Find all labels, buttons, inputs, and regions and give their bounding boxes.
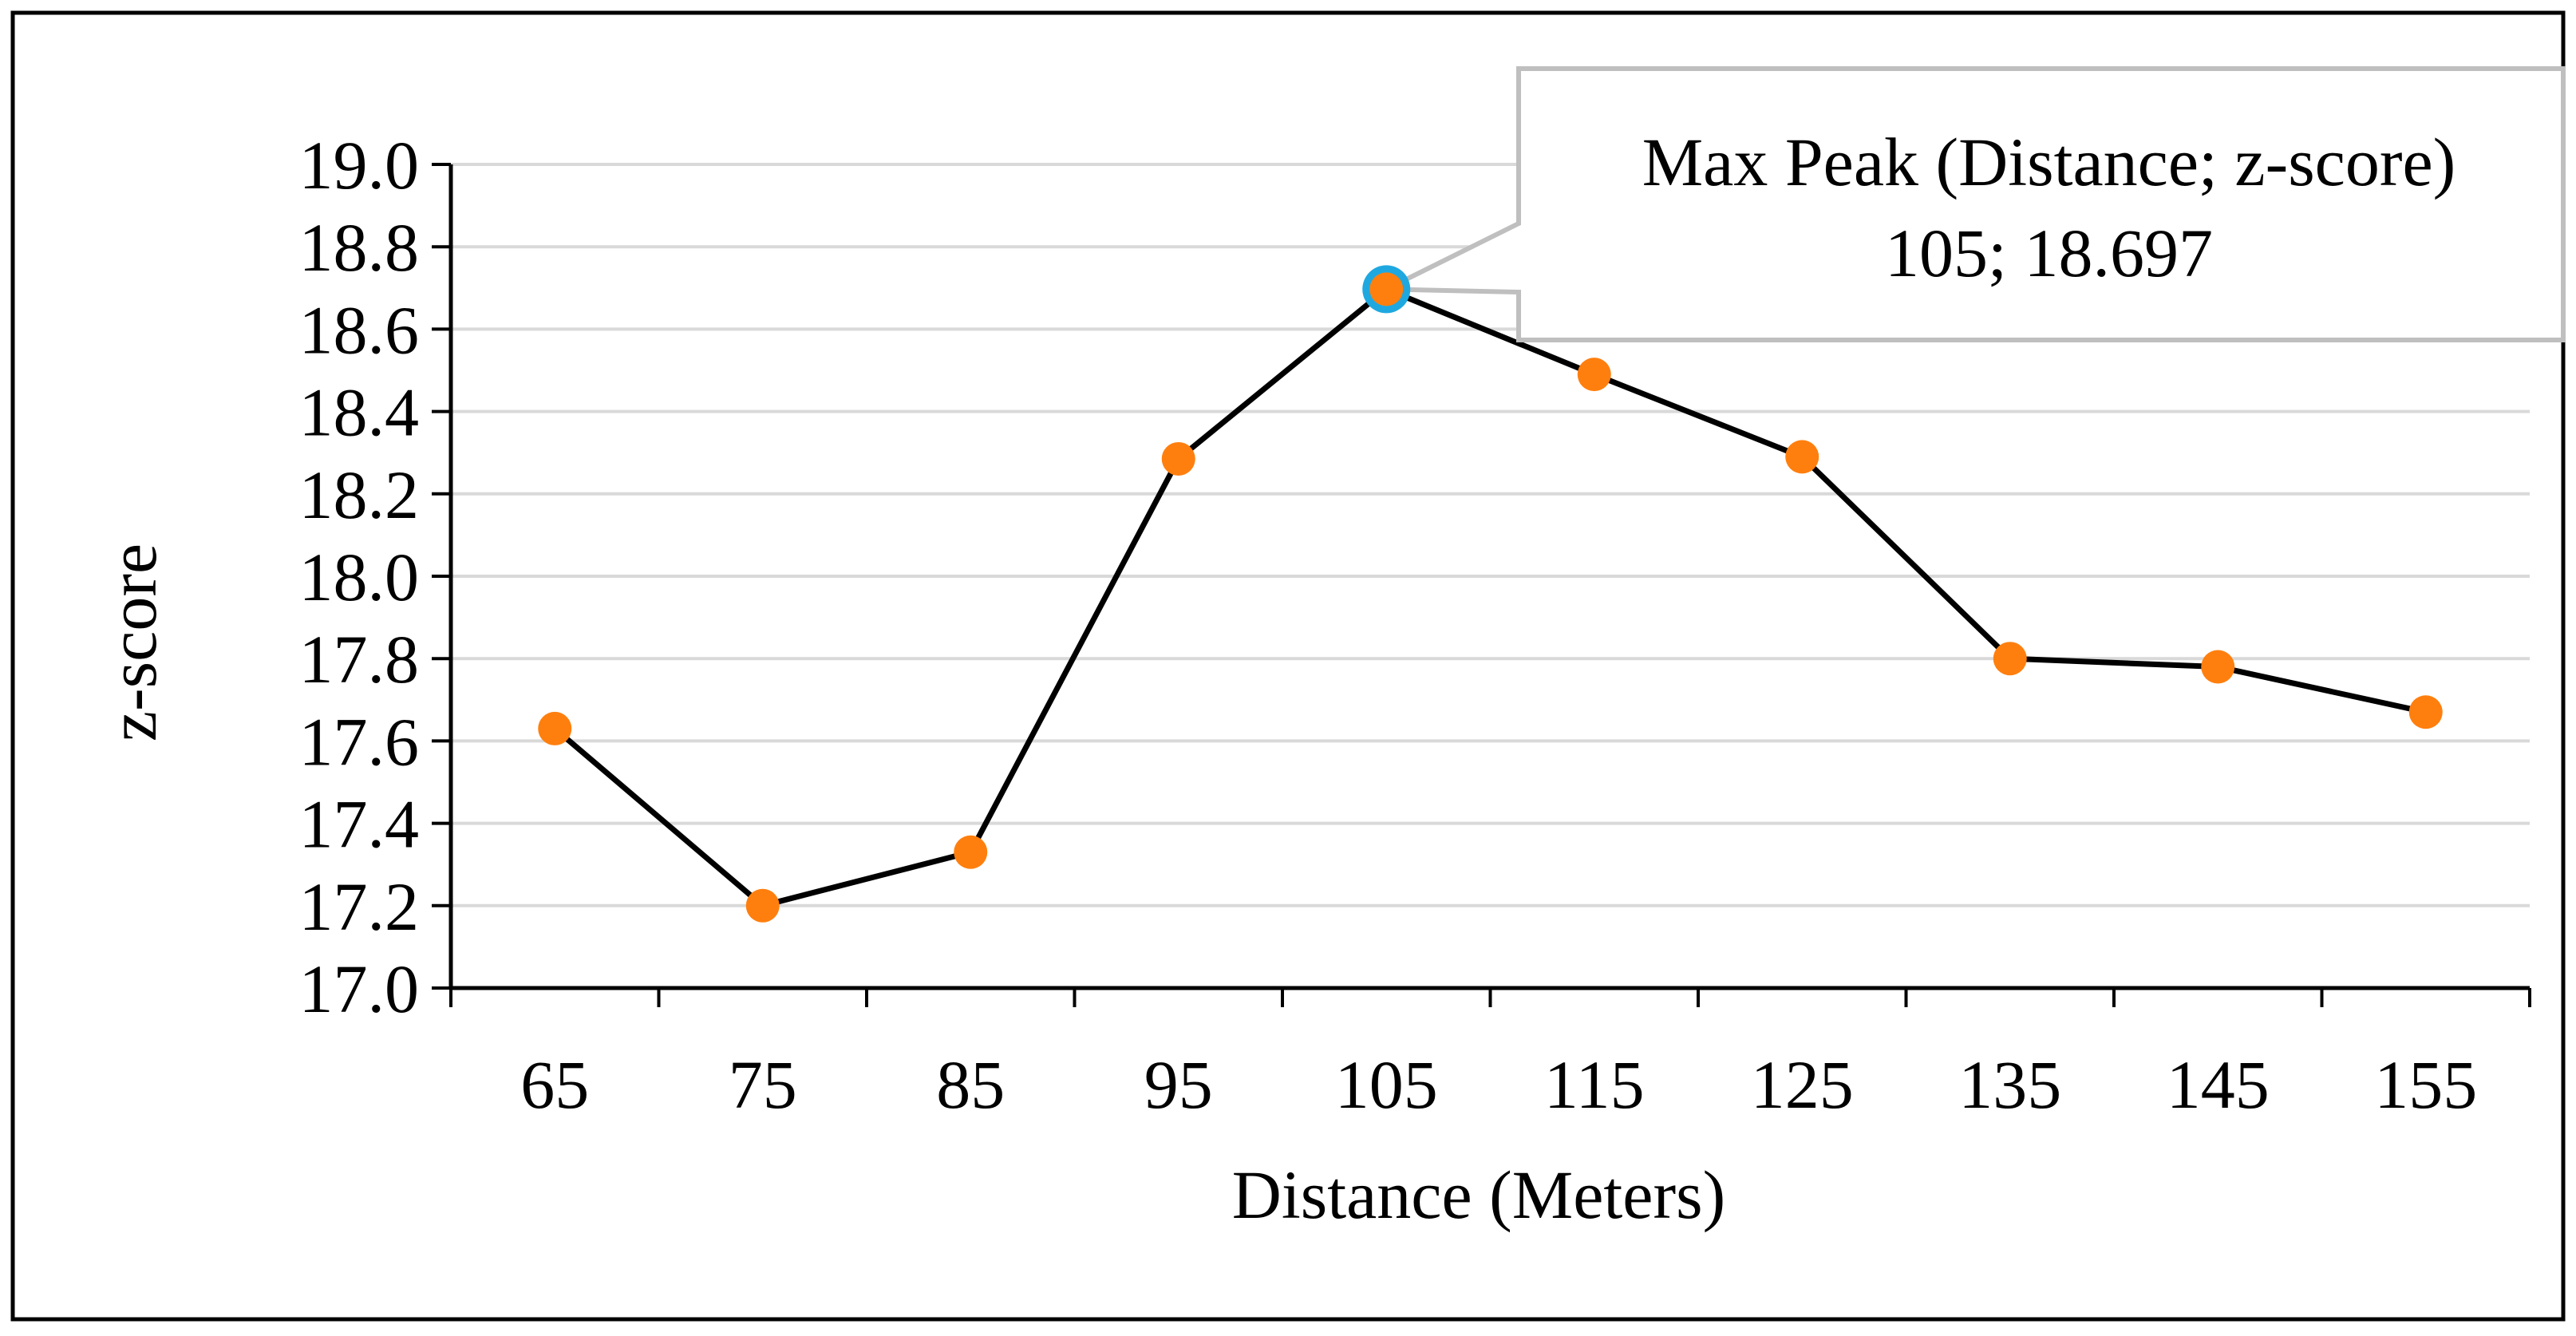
data-point — [1369, 272, 1404, 306]
x-tick-label: 135 — [1958, 1046, 2061, 1123]
data-point — [2408, 695, 2443, 729]
x-tick-label: 125 — [1751, 1046, 1854, 1123]
x-tick-label: 65 — [520, 1046, 589, 1123]
callout-line-2: 105; 18.697 — [1885, 215, 2213, 291]
y-tick-label: 17.8 — [299, 621, 420, 698]
x-tick-label: 145 — [2167, 1046, 2270, 1123]
data-point — [1993, 642, 2027, 676]
x-tick-label: 155 — [2374, 1046, 2477, 1123]
y-tick-label: 17.0 — [299, 951, 420, 1027]
x-tick-label: 115 — [1544, 1046, 1645, 1123]
series-line-path — [552, 286, 2427, 909]
y-tick-label: 18.4 — [299, 374, 420, 451]
y-axis-title: z-score — [94, 543, 171, 741]
x-tick-labels: 65 75 85 95 105 115 125 135 145 155 — [520, 1046, 2477, 1123]
y-tick-label: 17.6 — [299, 703, 420, 780]
x-tick-label: 95 — [1144, 1046, 1213, 1123]
y-tick-label: 19.0 — [299, 127, 420, 204]
y-tick-label: 17.4 — [299, 786, 420, 863]
x-tick-label: 75 — [729, 1046, 797, 1123]
x-tick-label: 105 — [1335, 1046, 1438, 1123]
data-point — [1577, 358, 1611, 392]
y-tick-label: 18.8 — [299, 209, 420, 286]
data-point — [538, 711, 572, 745]
data-point — [954, 835, 988, 869]
series-line — [552, 286, 2427, 909]
data-markers — [538, 265, 2443, 923]
max-peak-callout: Max Peak (Distance; z-score) 105; 18.697 — [1385, 66, 2566, 342]
data-point — [1785, 440, 1819, 474]
x-axis-title: Distance (Meters) — [1232, 1156, 1725, 1233]
y-tick-label: 18.2 — [299, 457, 420, 533]
y-tick-label: 18.0 — [299, 539, 420, 615]
y-tick-label: 18.6 — [299, 291, 420, 368]
y-tick-labels: 17.017.217.417.617.818.018.218.418.618.8… — [299, 127, 420, 1027]
axes — [432, 163, 2531, 1007]
data-point — [745, 888, 780, 923]
data-point — [2201, 650, 2235, 684]
callout-box — [1385, 66, 2566, 342]
callout-line-1: Max Peak (Distance; z-score) — [1642, 124, 2456, 200]
y-tick-label: 17.2 — [299, 868, 420, 945]
x-tick-label: 85 — [936, 1046, 1005, 1123]
data-point — [1161, 441, 1195, 476]
